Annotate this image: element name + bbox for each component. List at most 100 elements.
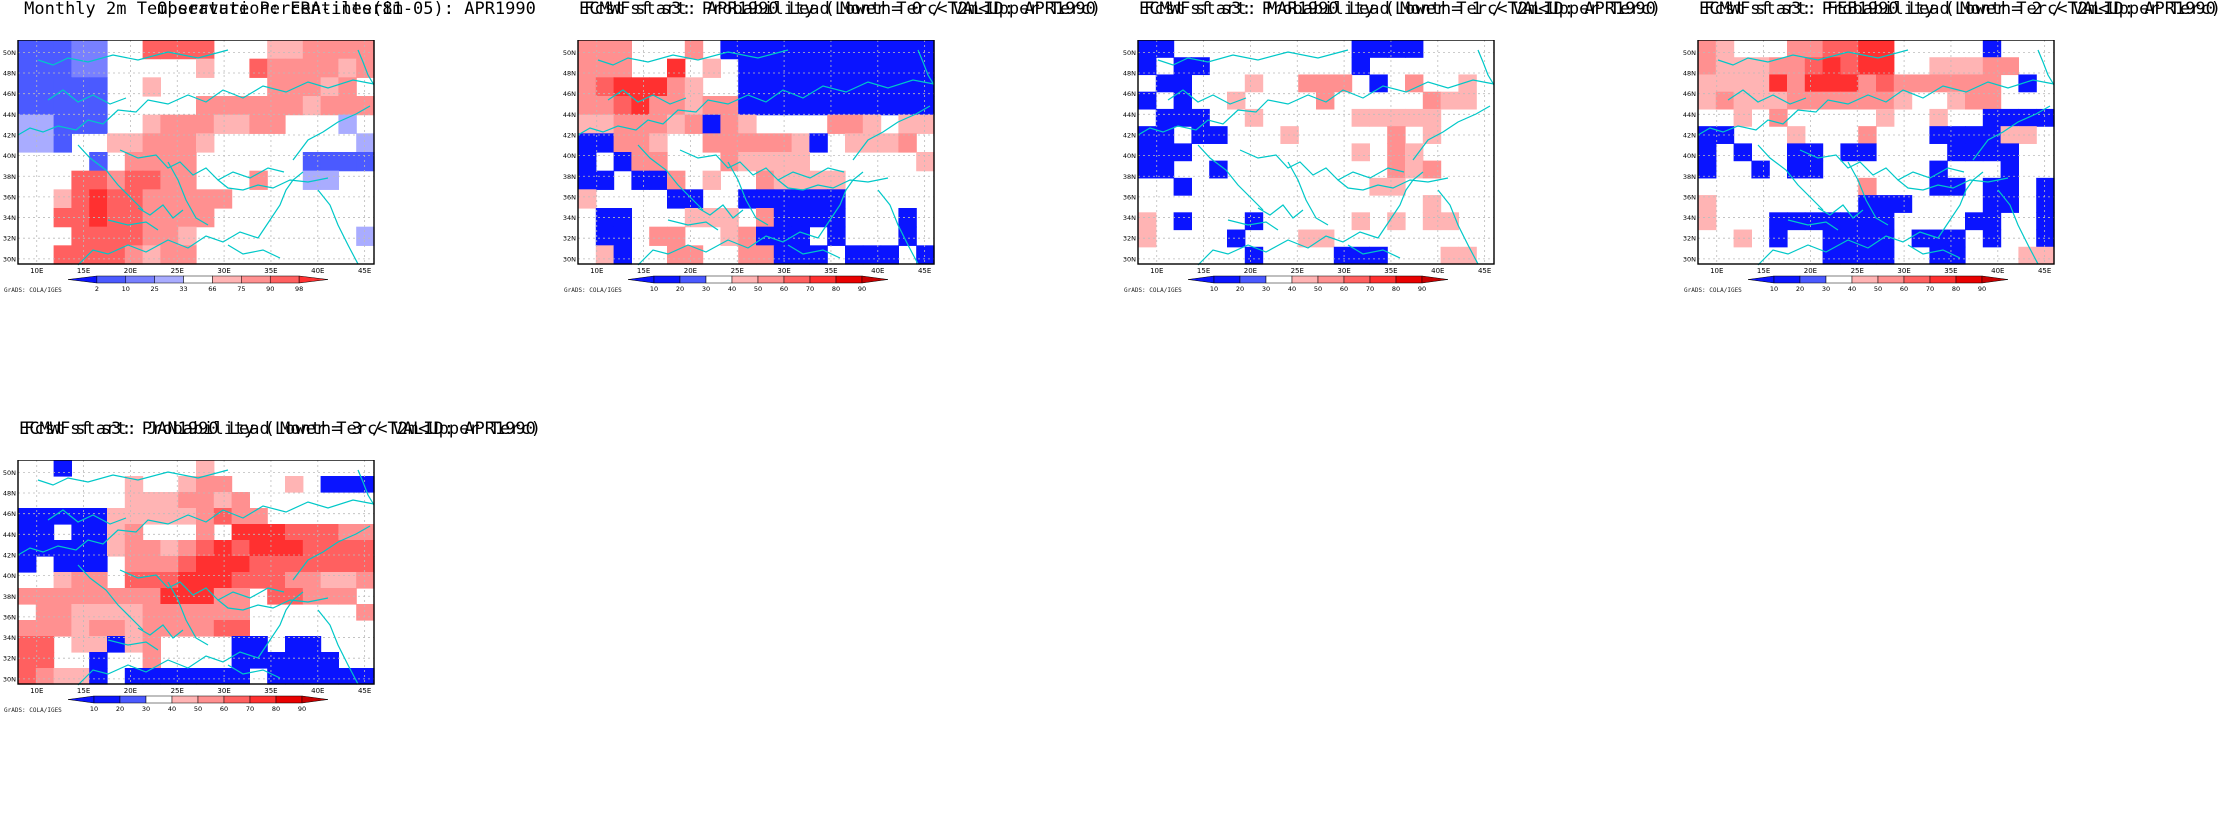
map-cell	[827, 58, 846, 78]
map-cell	[880, 58, 899, 78]
map-cell	[1893, 195, 1913, 213]
lat-tick-label: 46N	[1123, 90, 1136, 98]
map-cell	[267, 524, 286, 541]
lat-tick-label: 38N	[1123, 173, 1136, 181]
coastline	[1167, 89, 1247, 105]
map-cell	[338, 572, 357, 589]
map-cell	[1405, 160, 1424, 179]
map-cell	[809, 96, 828, 116]
colorbar-label: 2	[95, 285, 99, 293]
map-cell	[1698, 126, 1717, 144]
map-cell	[124, 245, 144, 265]
lon-tick-label: 40E	[311, 687, 324, 695]
coastline	[1287, 161, 1329, 226]
lat-tick-label: 32N	[563, 235, 576, 243]
lat-tick-label: 46N	[1683, 90, 1696, 98]
map-cell	[613, 152, 632, 172]
map-cell	[1733, 57, 1752, 76]
coastline	[679, 149, 845, 181]
lat-tick-label: 30N	[3, 255, 16, 263]
lon-tick-label: 30E	[777, 267, 790, 275]
map-cell	[2036, 177, 2055, 196]
map-cell	[578, 152, 597, 172]
map-frame	[577, 40, 935, 265]
map-cell	[89, 40, 108, 60]
map-cell	[578, 133, 597, 153]
lon-tick-label: 10E	[30, 267, 43, 275]
colorbar: 10 20 30 40 50 60 70 80 90	[67, 695, 329, 713]
map-cell	[2018, 74, 2037, 93]
map-cell	[231, 652, 250, 669]
map-cell	[1387, 108, 1406, 127]
coastline	[1227, 219, 1279, 231]
map-cell	[124, 556, 144, 573]
map-cell	[702, 114, 721, 134]
map-cell	[916, 96, 935, 116]
map-cell	[1804, 143, 1824, 162]
map-cell	[267, 540, 286, 557]
colorbar-swatch	[183, 275, 213, 284]
map-cell	[898, 133, 917, 153]
map-cell	[1422, 108, 1442, 127]
map-cell	[2000, 108, 2019, 127]
colorbar-swatch	[1799, 275, 1827, 284]
colorbar-swatch	[197, 695, 225, 704]
map-cell	[1840, 143, 1859, 162]
map-cell	[1982, 57, 2002, 76]
map-cell	[1840, 40, 1859, 58]
map-cell	[1698, 212, 1717, 231]
lat-tick-label: 36N	[1683, 193, 1696, 201]
map-cell	[1893, 91, 1913, 110]
map-cell	[1929, 160, 1948, 179]
map-cell	[1316, 74, 1335, 93]
map-cell	[285, 572, 304, 589]
lat-tick-label: 50N	[3, 469, 16, 477]
map-cell	[684, 245, 704, 265]
map-cell	[1244, 108, 1264, 127]
lon-tick-label: 30E	[1897, 267, 1910, 275]
map-cell	[142, 152, 161, 172]
coastline	[17, 499, 375, 556]
map-cell	[1804, 57, 1824, 76]
map-cell	[1858, 57, 1877, 76]
map-cell	[1387, 40, 1406, 58]
map-cell	[267, 556, 286, 573]
map-cell	[178, 572, 197, 589]
colorbar-label: 30	[702, 285, 710, 293]
map-cell	[809, 189, 828, 209]
map-cell	[1787, 40, 1806, 58]
lon-tick-label: 40E	[1991, 267, 2004, 275]
coastline	[107, 219, 159, 231]
lon-tick-label: 35E	[264, 687, 277, 695]
map-cell	[356, 96, 375, 116]
map-cell	[285, 77, 304, 97]
colorbar-swatch	[125, 275, 155, 284]
map-cell	[285, 96, 304, 116]
coastline	[787, 244, 841, 259]
coastline	[137, 624, 184, 639]
map-cell	[35, 524, 55, 541]
coastline	[77, 651, 259, 686]
map-cell	[1369, 74, 1388, 93]
map-cell	[1804, 40, 1824, 58]
map-cell	[1351, 57, 1370, 76]
colorbar-swatch	[1877, 275, 1905, 284]
map-cell	[1422, 212, 1442, 231]
map-cell	[1858, 212, 1877, 231]
map-cell	[684, 189, 704, 209]
coastline	[597, 49, 789, 66]
map-cell	[845, 133, 864, 153]
coastline	[357, 49, 375, 86]
map-cell	[285, 40, 304, 60]
panel-title-line2: Fcst start: JAN1990 Lead Month= 3 / VALI…	[24, 419, 536, 439]
map-cell	[249, 636, 268, 653]
colorbar-swatch	[1395, 275, 1423, 284]
map-cell	[320, 556, 339, 573]
map-cell	[773, 40, 793, 60]
map-cell	[320, 58, 339, 78]
map-cell	[142, 40, 161, 60]
map-cell	[196, 540, 215, 557]
map-cell	[53, 556, 72, 573]
map-cell	[231, 636, 250, 653]
colorbar-label: 66	[208, 285, 216, 293]
